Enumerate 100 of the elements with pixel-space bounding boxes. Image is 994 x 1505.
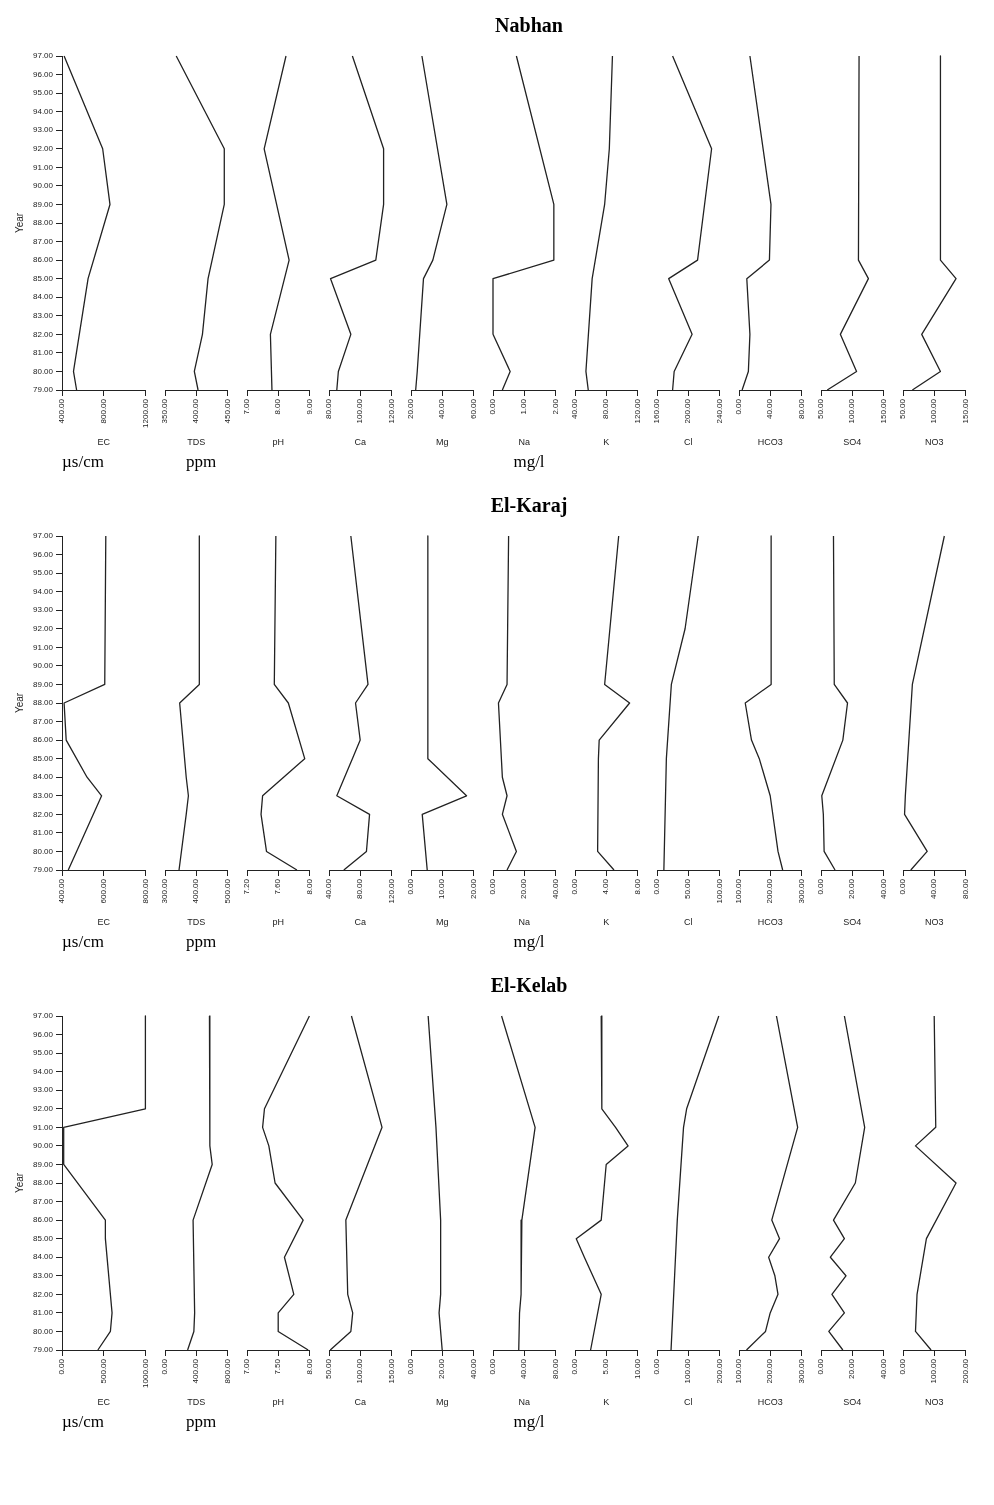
chart-title: Nabhan [495, 13, 563, 37]
y-tick-label: 96.00 [32, 549, 54, 559]
x-axis-title: Ca [354, 917, 366, 928]
x-tick-label: 0.00 [652, 878, 662, 895]
y-tick-label: 90.00 [32, 661, 54, 671]
x-axis-title: SO4 [843, 437, 862, 448]
y-tick-label: 90.00 [32, 1141, 54, 1151]
x-tick-label: 300.00 [160, 878, 170, 904]
x-axis-title: SO4 [843, 917, 862, 928]
x-tick-label: 40.00 [570, 398, 580, 420]
y-tick-label: 97.00 [32, 51, 54, 61]
text: mg/l [513, 452, 545, 473]
x-tick-label: 120.00 [386, 878, 396, 904]
y-tick-label: 88.00 [32, 218, 54, 228]
x-tick-label: 100.00 [355, 1358, 365, 1384]
y-tick-label: 82.00 [32, 1289, 54, 1299]
y-tick-label: 94.00 [32, 1066, 54, 1076]
x-tick-label: 400.00 [57, 398, 67, 424]
y-tick-label: 89.00 [32, 199, 54, 209]
x-axis-title: Cl [683, 437, 693, 448]
y-tick-label: 87.00 [32, 236, 54, 246]
x-tick-label: 0.00 [488, 878, 498, 895]
x-tick-label: 0.00 [57, 1358, 67, 1375]
x-tick-label: 7.00 [242, 1358, 252, 1375]
y-tick-label: 96.00 [32, 69, 54, 79]
x-axis-title: Na [518, 917, 530, 928]
x-tick-label: 40.00 [437, 398, 447, 420]
x-tick-label: 800.00 [222, 1358, 232, 1384]
y-tick-label: 93.00 [32, 125, 54, 135]
text: mg/l [513, 932, 545, 953]
x-tick-label: 80.00 [355, 878, 365, 900]
y-tick-label: 88.00 [32, 698, 54, 708]
x-tick-label: 80.00 [550, 1358, 560, 1380]
y-tick-label: 79.00 [32, 865, 54, 875]
x-tick-label: 120.00 [632, 398, 642, 424]
x-axis-title: pH [272, 917, 284, 928]
x-tick-label: 300.00 [796, 878, 806, 904]
x-axis-title: pH [272, 1397, 284, 1408]
y-tick-label: 80.00 [32, 846, 54, 856]
y-tick-label: 94.00 [32, 106, 54, 116]
x-tick-label: 0.00 [406, 1358, 416, 1375]
x-tick-label: 0.00 [816, 878, 826, 895]
y-tick-label: 94.00 [32, 586, 54, 596]
x-axis-title: Ca [354, 1397, 366, 1408]
y-tick-label: 82.00 [32, 329, 54, 339]
x-tick-label: 800.00 [98, 398, 108, 424]
x-tick-label: 50.00 [816, 398, 826, 420]
x-axis-title: EC [97, 1397, 111, 1408]
text: ppm [185, 932, 217, 953]
x-tick-label: 20.00 [847, 1358, 857, 1380]
x-tick-label: 500.00 [222, 878, 232, 904]
x-tick-label: 120.00 [386, 398, 396, 424]
y-tick-label: 82.00 [32, 809, 54, 819]
x-axis-title: HCO3 [757, 917, 783, 928]
x-tick-label: 20.00 [468, 878, 478, 900]
y-tick-label: 83.00 [32, 1270, 54, 1280]
x-axis-title: Cl [683, 1397, 693, 1408]
x-tick-label: 200.00 [765, 1358, 775, 1384]
x-tick-label: 0.00 [652, 1358, 662, 1375]
x-axis-title: NO3 [924, 1397, 944, 1408]
y-tick-label: 97.00 [32, 1011, 54, 1021]
x-tick-label: 80.00 [796, 398, 806, 420]
x-tick-label: 200.00 [683, 398, 693, 424]
x-tick-label: 400.00 [191, 398, 201, 424]
x-tick-label: 20.00 [519, 878, 529, 900]
x-tick-label: 9.00 [304, 398, 314, 415]
x-axis-title: EC [97, 437, 111, 448]
x-axis-title: Na [518, 437, 530, 448]
x-tick-label: 2.00 [550, 398, 560, 415]
y-tick-label: 84.00 [32, 772, 54, 782]
y-tick-label: 85.00 [32, 753, 54, 763]
x-tick-label: 300.00 [796, 1358, 806, 1384]
x-tick-label: 0.00 [570, 878, 580, 895]
x-axis-title: HCO3 [757, 437, 783, 448]
x-axis-title: K [603, 917, 610, 928]
y-tick-label: 92.00 [32, 623, 54, 633]
x-tick-label: 20.00 [406, 398, 416, 420]
x-tick-label: 100.00 [683, 1358, 693, 1384]
chart-title: El-Karaj [490, 493, 568, 517]
y-tick-label: 83.00 [32, 790, 54, 800]
x-axis-title: SO4 [843, 1397, 862, 1408]
x-tick-label: 50.00 [324, 1358, 334, 1380]
x-axis-title: NO3 [924, 437, 944, 448]
text: µs/cm [62, 932, 104, 953]
y-tick-label: 89.00 [32, 679, 54, 689]
x-axis-title: Mg [435, 917, 449, 928]
y-tick-label: 80.00 [32, 366, 54, 376]
y-tick-label: 89.00 [32, 1159, 54, 1169]
x-tick-label: 8.00 [304, 1358, 314, 1375]
x-tick-label: 8.00 [632, 878, 642, 895]
x-tick-label: 7.60 [273, 878, 283, 895]
x-axis-title: K [603, 437, 610, 448]
x-tick-label: 400.00 [191, 878, 201, 904]
y-tick-label: 83.00 [32, 310, 54, 320]
y-tick-label: 95.00 [32, 88, 54, 98]
x-tick-label: 160.00 [652, 398, 662, 424]
x-axis-title: Na [518, 1397, 530, 1408]
y-tick-label: 86.00 [32, 255, 54, 265]
y-axis-title: Year [13, 212, 25, 234]
x-axis-title: TDS [187, 1397, 206, 1408]
